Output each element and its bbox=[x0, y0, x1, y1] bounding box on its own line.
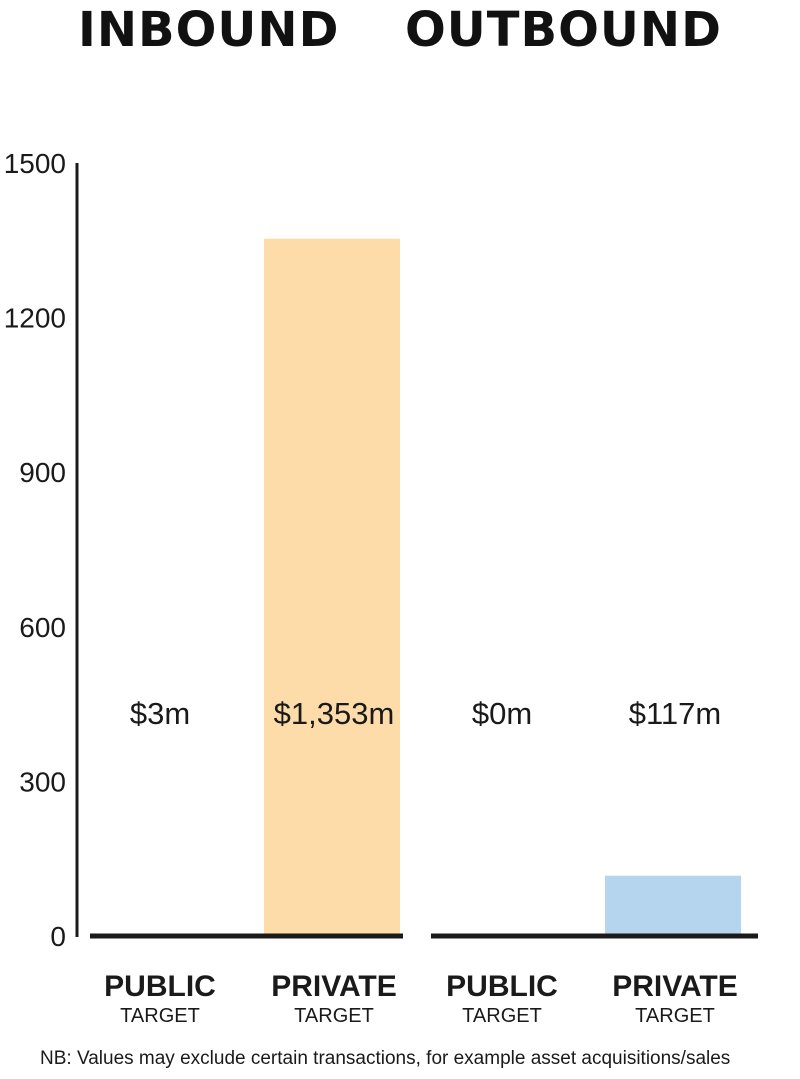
y-tick-label: 600 bbox=[19, 612, 66, 643]
category-sublabel: TARGET bbox=[635, 1005, 715, 1027]
data-label: $1,353m bbox=[274, 696, 395, 731]
footnote: NB: Values may exclude certain transacti… bbox=[40, 1048, 731, 1069]
data-label: $117m bbox=[629, 696, 722, 731]
inbound-heading: INBOUND bbox=[78, 2, 340, 58]
category-label: PRIVATE bbox=[271, 970, 397, 1003]
bar bbox=[605, 875, 741, 936]
category-label: PUBLIC bbox=[104, 970, 216, 1003]
category-sublabel: TARGET bbox=[120, 1005, 200, 1027]
data-label: $0m bbox=[472, 696, 532, 731]
y-tick-label: 1200 bbox=[4, 303, 66, 334]
category-sublabel: TARGET bbox=[294, 1005, 374, 1027]
category-sublabel: TARGET bbox=[462, 1005, 542, 1027]
y-tick-label: 300 bbox=[19, 766, 66, 797]
category-label: PUBLIC bbox=[446, 970, 558, 1003]
category-label: PRIVATE bbox=[612, 970, 738, 1003]
y-tick-label: 900 bbox=[19, 457, 66, 488]
bar bbox=[264, 238, 400, 936]
chart-header: INBOUND OUTBOUND bbox=[0, 2, 800, 72]
y-tick-label: 1500 bbox=[4, 148, 66, 179]
outbound-heading: OUTBOUND bbox=[405, 2, 722, 58]
data-label: $3m bbox=[130, 696, 190, 731]
bar-chart: 0 300 600 900 1200 1500 $3m $1,353m $0m $117m PUBL… bbox=[4, 148, 758, 1027]
y-tick-label: 0 bbox=[50, 921, 66, 952]
